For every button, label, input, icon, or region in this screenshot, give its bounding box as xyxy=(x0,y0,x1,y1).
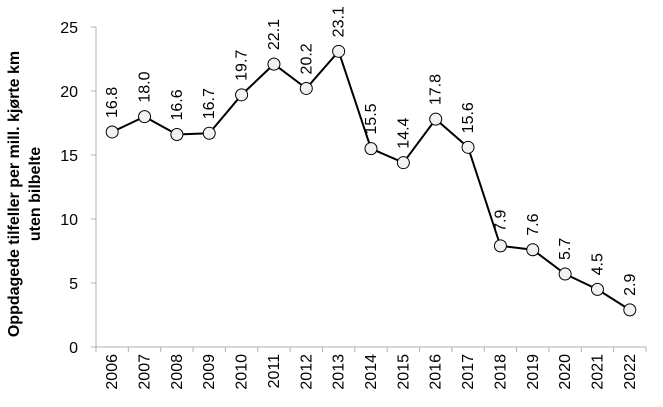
data-point xyxy=(170,128,184,142)
data-point xyxy=(590,282,604,296)
x-tick-label: 2014 xyxy=(363,354,380,390)
x-tick-label: 2010 xyxy=(234,354,251,390)
y-axis-label-line-2: uten bilbelte xyxy=(27,147,44,241)
data-label: 15.6 xyxy=(460,102,477,133)
data-label: 4.5 xyxy=(589,253,606,275)
data-label: 16.6 xyxy=(169,89,186,120)
data-point xyxy=(267,57,281,71)
data-label: 7.9 xyxy=(492,210,509,232)
y-axis-ticks: 0 5 10 15 20 25 xyxy=(60,20,96,357)
data-label: 16.8 xyxy=(104,87,121,118)
y-tick-label: 5 xyxy=(69,276,78,293)
x-tick-label: 2017 xyxy=(460,354,477,390)
data-label: 22.1 xyxy=(266,19,283,50)
data-point xyxy=(493,239,507,253)
x-tick-label: 2012 xyxy=(298,354,315,390)
data-label: 23.1 xyxy=(331,6,348,37)
x-tick-label: 2007 xyxy=(137,354,154,390)
data-point xyxy=(526,243,540,257)
data-point xyxy=(138,110,152,124)
data-label: 5.7 xyxy=(557,238,574,260)
x-tick-label: 2015 xyxy=(395,354,412,390)
data-point xyxy=(461,140,475,154)
data-label: 20.2 xyxy=(298,43,315,74)
data-label: 7.6 xyxy=(525,213,542,235)
data-label: 14.4 xyxy=(395,117,412,148)
y-tick-label: 10 xyxy=(60,212,78,229)
axes xyxy=(95,27,646,348)
x-tick-label: 2022 xyxy=(622,354,639,390)
x-tick-label: 2019 xyxy=(525,354,542,390)
data-labels: 16.8 18.0 16.6 16.7 19.7 22.1 20.2 23.1 15.5 14.4… xyxy=(104,6,639,296)
data-label: 17.8 xyxy=(428,74,445,105)
data-point xyxy=(558,267,572,281)
y-axis-label-line-1: Oppdagede tilfeller per mill. kjørte km xyxy=(6,51,23,337)
data-label: 19.7 xyxy=(234,50,251,81)
y-tick-label: 0 xyxy=(69,340,78,357)
data-point xyxy=(332,44,346,58)
x-tick-label: 2006 xyxy=(104,354,121,390)
data-point xyxy=(429,112,443,126)
data-point xyxy=(299,81,313,95)
data-label: 18.0 xyxy=(137,71,154,102)
data-label: 15.5 xyxy=(363,103,380,134)
x-tick-label: 2008 xyxy=(169,354,186,390)
data-point xyxy=(623,303,637,317)
data-label: 2.9 xyxy=(622,274,639,296)
y-tick-label: 25 xyxy=(60,20,78,37)
x-tick-label: 2018 xyxy=(492,354,509,390)
x-tick-label: 2016 xyxy=(428,354,445,390)
data-point xyxy=(235,88,249,102)
x-tick-label: 2009 xyxy=(201,354,218,390)
x-tick-label: 2020 xyxy=(557,354,574,390)
x-axis-ticks: 2006 2007 2008 2009 2010 2011 2012 2013 2014 2015… xyxy=(95,347,647,390)
data-point xyxy=(364,142,378,156)
series-line xyxy=(111,49,631,311)
x-tick-label: 2021 xyxy=(589,354,606,390)
x-tick-label: 2013 xyxy=(331,354,348,390)
data-label: 16.7 xyxy=(201,88,218,119)
x-tick-label: 2011 xyxy=(266,354,283,389)
data-point xyxy=(396,156,410,170)
y-tick-label: 15 xyxy=(60,148,78,165)
series-markers xyxy=(105,44,637,317)
data-point xyxy=(105,125,119,139)
y-tick-label: 20 xyxy=(60,84,78,101)
data-point xyxy=(202,126,216,140)
